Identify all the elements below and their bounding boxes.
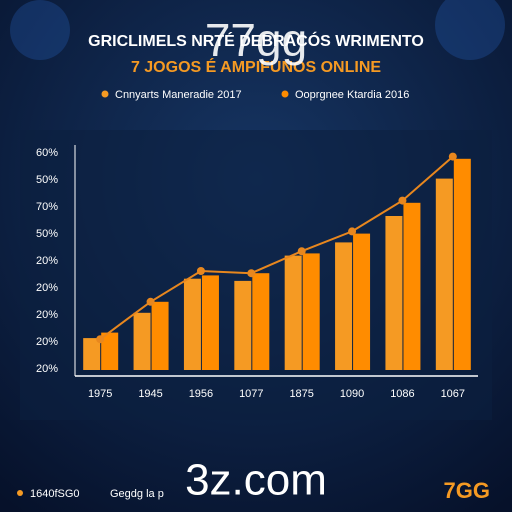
watermark: 77gg (205, 14, 307, 66)
bar (101, 332, 119, 370)
trend-point (96, 335, 105, 344)
x-tick-label: 1067 (441, 388, 465, 400)
trend-line (99, 155, 454, 341)
x-tick-label: 1945 (138, 388, 162, 400)
bar (83, 338, 101, 370)
bokeh (10, 0, 70, 60)
bar (353, 233, 371, 370)
bar (252, 273, 270, 370)
x-tick-label: 1090 (340, 388, 364, 400)
legend-label: Ooprgnee Ktardia 2016 (295, 89, 409, 101)
footer-text: Gegdg la p (110, 488, 164, 500)
bar (403, 202, 421, 370)
y-tick-label: 20% (36, 363, 58, 375)
y-tick-label: 50% (36, 228, 58, 240)
trend-point (146, 297, 155, 306)
y-tick-label: 20% (36, 255, 58, 267)
bar (151, 301, 169, 370)
trend-point (448, 152, 457, 161)
bar (385, 216, 403, 370)
bar (201, 275, 219, 370)
bar (284, 255, 302, 370)
x-tick-label: 1956 (189, 388, 213, 400)
x-tick-label: 1086 (390, 388, 414, 400)
bar (183, 278, 201, 370)
site-watermark: 3z.com (185, 456, 327, 505)
footer-code: 1640fSG0 (30, 488, 80, 500)
bar (435, 178, 453, 370)
bokeh (435, 0, 505, 60)
legend-label: Cnnyarts Maneradie 2017 (115, 89, 242, 101)
trend-point (247, 269, 256, 278)
x-tick-label: 1077 (239, 388, 263, 400)
bar (335, 242, 353, 370)
bar (302, 253, 320, 370)
y-tick-label: 60% (36, 147, 58, 159)
y-tick-label: 20% (36, 309, 58, 321)
bar (234, 280, 252, 370)
chart-subtitle: 7 JOGOS É AMPIFUNOS ONLINE (131, 57, 381, 76)
y-tick-label: 20% (36, 336, 58, 348)
trend-point (398, 196, 407, 205)
x-tick-label: 1875 (289, 388, 313, 400)
y-tick-label: 20% (36, 282, 58, 294)
footer-dot (17, 490, 23, 496)
y-tick-label: 70% (36, 201, 58, 213)
bar (453, 158, 471, 370)
trend-point (348, 227, 357, 236)
trend-point (297, 247, 306, 256)
y-tick-label: 50% (36, 174, 58, 186)
brand: 7GG (444, 478, 490, 503)
chart-title: GRICLIMELS NRTÉ DEBRACÓS WRIMENTO (88, 31, 424, 50)
bar (133, 312, 151, 370)
legend-marker (281, 90, 289, 98)
x-tick-label: 1975 (88, 388, 112, 400)
trend-point (196, 267, 205, 275)
legend-marker (101, 90, 109, 98)
